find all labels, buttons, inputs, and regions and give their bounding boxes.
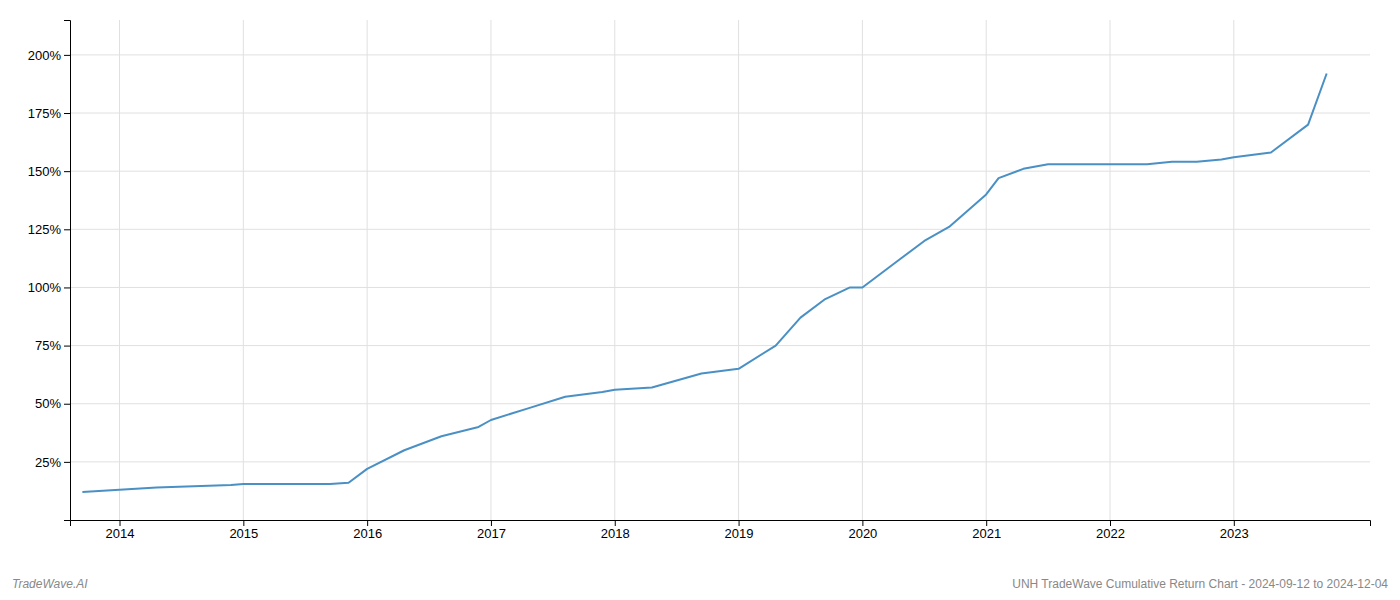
x-tick: 2015	[229, 520, 258, 541]
x-axis: 2014 2015 2016 2017 2018 2019 2020 2021 2022 2023	[71, 520, 1371, 541]
marks	[82, 73, 1326, 492]
y-tick-mark	[64, 113, 70, 114]
grid-line-x	[490, 20, 491, 520]
watermark: TradeWave.AI	[12, 577, 88, 591]
x-tick-mark	[1110, 520, 1111, 526]
grid-line-y	[70, 461, 1370, 462]
x-axis-line	[71, 521, 1371, 527]
grid-line-y	[70, 113, 1370, 114]
y-tick-label: 75%	[35, 338, 61, 353]
y-tick-mark	[64, 462, 70, 463]
y-tick-label: 125%	[28, 222, 62, 237]
y-tick: 25%	[35, 455, 70, 470]
title: UNH TradeWave Cumulative Return Chart - …	[1012, 577, 1388, 591]
x-tick-label: 2022	[1096, 526, 1125, 541]
grid-line-x	[862, 20, 863, 520]
grid-line-x	[738, 20, 739, 520]
y-tick-mark	[64, 346, 70, 347]
y-tick: 100%	[28, 280, 70, 295]
y-tick-label: 50%	[35, 396, 61, 411]
y-tick-label: 100%	[28, 280, 62, 295]
y-tick: 150%	[28, 164, 70, 179]
y-tick: 75%	[35, 338, 70, 353]
y-tick-mark	[64, 404, 70, 405]
x-tick-mark	[367, 520, 368, 526]
x-tick-mark	[615, 520, 616, 526]
grid-line-x	[243, 20, 244, 520]
x-tick-label: 2021	[972, 526, 1001, 541]
y-tick-mark	[64, 229, 70, 230]
y-tick-mark	[64, 171, 70, 172]
grid-line-y	[70, 287, 1370, 288]
grid-line-x	[1233, 20, 1234, 520]
x-tick-mark	[1234, 520, 1235, 526]
x-tick-label: 2019	[725, 526, 754, 541]
y-tick: 50%	[35, 396, 70, 411]
y-tick-mark	[64, 55, 70, 56]
x-tick-label: 2015	[229, 526, 258, 541]
y-tick-label: 175%	[28, 106, 62, 121]
y-tick-label: 150%	[28, 164, 62, 179]
grid-line-x	[1110, 20, 1111, 520]
x-tick: 2014	[106, 520, 135, 541]
x-tick-mark	[986, 520, 987, 526]
plot-area: 2014 2015 2016 2017 2018 2019 2020 2021 2022 2023…	[28, 20, 1371, 541]
y-axis: 25% 50% 75% 100% 125% 150% 175% 200%	[28, 21, 71, 521]
y-tick: 175%	[28, 106, 70, 121]
x-tick-label: 2017	[477, 526, 506, 541]
x-tick-mark	[120, 520, 121, 526]
x-tick: 2021	[972, 520, 1001, 541]
chart: 2014 2015 2016 2017 2018 2019 2020 2021 2022 2023…	[0, 0, 1400, 600]
x-tick: 2018	[601, 520, 630, 541]
y-tick: 200%	[28, 48, 70, 63]
grid-line-y	[70, 345, 1370, 346]
grid-line-x	[986, 20, 987, 520]
y-tick-label: 25%	[35, 455, 61, 470]
line	[82, 73, 1326, 492]
x-tick-label: 2020	[848, 526, 877, 541]
y-tick-label: 200%	[28, 48, 62, 63]
x-tick-label: 2018	[601, 526, 630, 541]
grid-line-x	[367, 20, 368, 520]
grid-line-y	[70, 171, 1370, 172]
x-tick-mark	[739, 520, 740, 526]
grid-line-x	[614, 20, 615, 520]
x-tick: 2023	[1220, 520, 1249, 541]
x-tick: 2019	[725, 520, 754, 541]
x-tick-label: 2016	[353, 526, 382, 541]
x-tick-label: 2023	[1220, 526, 1249, 541]
x-tick: 2020	[848, 520, 877, 541]
y-tick: 125%	[28, 222, 70, 237]
x-tick: 2017	[477, 520, 506, 541]
x-tick-mark	[243, 520, 244, 526]
grid-line-y	[70, 229, 1370, 230]
grid-line-y	[70, 54, 1370, 55]
y-axis-line	[64, 21, 71, 521]
grid-line-y	[70, 403, 1370, 404]
grid	[70, 20, 1370, 520]
x-tick-label: 2014	[106, 526, 135, 541]
x-tick-mark	[491, 520, 492, 526]
x-tick: 2022	[1096, 520, 1125, 541]
x-tick: 2016	[353, 520, 382, 541]
x-tick-mark	[862, 520, 863, 526]
y-tick-mark	[64, 287, 70, 288]
grid-line-x	[119, 20, 120, 520]
